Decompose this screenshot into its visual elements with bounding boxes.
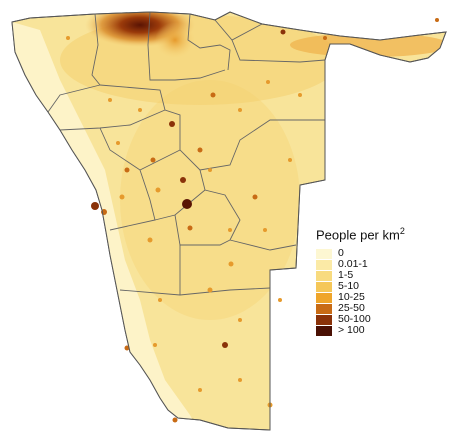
town-dot bbox=[158, 298, 162, 302]
legend-item: 0 bbox=[316, 248, 466, 259]
legend-swatch bbox=[316, 314, 332, 325]
country-border bbox=[11, 11, 447, 431]
legend-title-main: People per km bbox=[316, 227, 400, 243]
town-dot bbox=[197, 147, 203, 153]
town-dot bbox=[187, 225, 193, 231]
town-dot bbox=[198, 388, 202, 392]
town-dot bbox=[238, 318, 242, 322]
legend-swatch bbox=[316, 292, 332, 303]
legend-item: 5-10 bbox=[316, 281, 466, 292]
town-dot bbox=[172, 417, 178, 423]
legend-label: 1-5 bbox=[338, 269, 354, 282]
town-dot bbox=[288, 158, 292, 162]
town-dot bbox=[228, 228, 232, 232]
town-dot bbox=[124, 345, 130, 351]
town-dot bbox=[252, 194, 258, 200]
map-legend: People per km2 0 0.01-1 1-5 5-10 10-25 25-50 5… bbox=[316, 226, 466, 336]
town-dot bbox=[278, 298, 282, 302]
town-dot bbox=[66, 36, 70, 40]
legend-swatch bbox=[316, 270, 332, 281]
town-dot bbox=[228, 261, 234, 267]
town-dot bbox=[150, 157, 156, 163]
legend-label: 5-10 bbox=[338, 280, 360, 293]
legend-item: 1-5 bbox=[316, 270, 466, 281]
town-dot bbox=[155, 187, 161, 193]
north-dense-area-2 bbox=[155, 22, 195, 58]
legend-swatch bbox=[316, 325, 332, 336]
legend-swatch bbox=[316, 248, 332, 259]
town-dot bbox=[208, 168, 212, 172]
town-dot bbox=[138, 108, 142, 112]
legend-label: 10-25 bbox=[338, 291, 365, 304]
town-dot bbox=[124, 167, 130, 173]
legend-item: 25-50 bbox=[316, 303, 466, 314]
central-band bbox=[120, 80, 300, 320]
legend-swatch bbox=[316, 303, 332, 314]
town-dot bbox=[435, 18, 439, 22]
town-dot bbox=[180, 177, 186, 183]
legend-title: People per km2 bbox=[316, 226, 466, 242]
town-dot bbox=[207, 287, 213, 293]
town-dot bbox=[238, 378, 242, 382]
town-dot bbox=[169, 121, 175, 127]
legend-item: > 100 bbox=[316, 325, 466, 336]
legend-item: 0.01-1 bbox=[316, 259, 466, 270]
town-dot bbox=[116, 141, 120, 145]
legend-label: > 100 bbox=[338, 324, 365, 337]
legend-swatch bbox=[316, 259, 332, 270]
region-borders bbox=[47, 11, 326, 296]
legend-title-superscript: 2 bbox=[399, 226, 405, 236]
town-dot bbox=[108, 98, 112, 102]
town-dot bbox=[323, 36, 327, 40]
town-dot bbox=[298, 93, 302, 97]
legend-label: 0.01-1 bbox=[338, 258, 368, 271]
town-markers bbox=[66, 18, 439, 423]
town-dot bbox=[280, 29, 286, 35]
legend-swatch bbox=[316, 281, 332, 292]
town-dot bbox=[263, 228, 267, 232]
legend-label: 50-100 bbox=[338, 313, 371, 326]
town-dot bbox=[182, 199, 192, 209]
legend-label: 25-50 bbox=[338, 302, 365, 315]
town-dot bbox=[222, 342, 228, 348]
town-dot bbox=[266, 80, 270, 84]
legend-item: 50-100 bbox=[316, 314, 466, 325]
northeast-strip bbox=[290, 33, 446, 57]
legend-item: 10-25 bbox=[316, 292, 466, 303]
legend-label: 0 bbox=[338, 247, 344, 260]
town-dot bbox=[210, 92, 216, 98]
town-dot bbox=[153, 343, 157, 347]
town-dot bbox=[238, 108, 242, 112]
legend-rows: 0 0.01-1 1-5 5-10 10-25 25-50 50-100 > 100 bbox=[316, 248, 466, 336]
town-dot bbox=[119, 194, 125, 200]
town-dot bbox=[91, 202, 99, 210]
town-dot bbox=[147, 237, 153, 243]
